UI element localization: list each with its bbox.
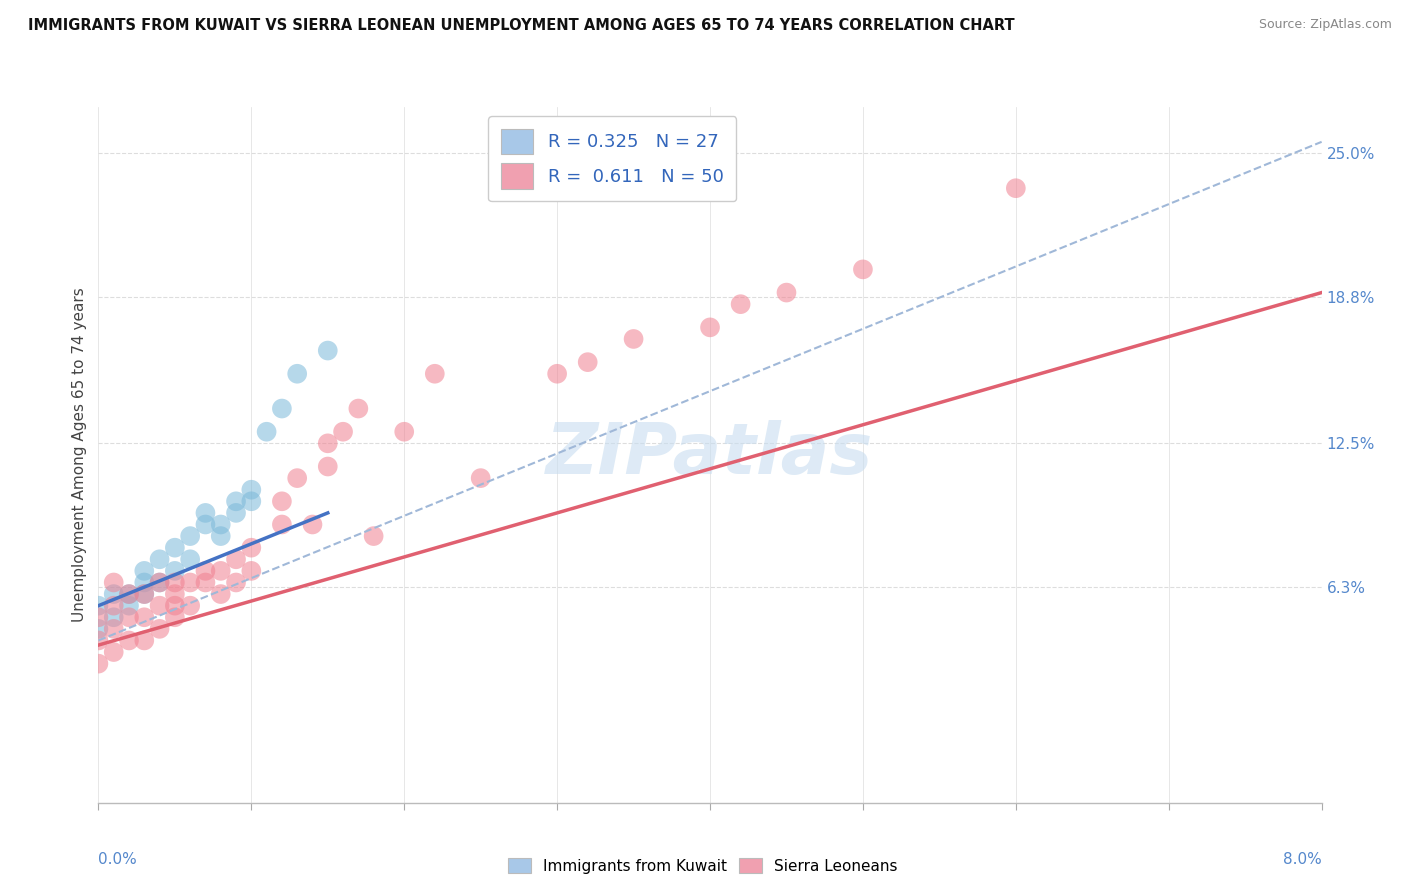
Text: Source: ZipAtlas.com: Source: ZipAtlas.com (1258, 18, 1392, 31)
Point (392, 425, 416, 439)
Point (285, 471, 308, 485)
Point (118, 610, 141, 624)
Point (347, 401, 370, 416)
Text: 8.0%: 8.0% (1282, 852, 1322, 866)
Point (163, 599, 186, 613)
Point (209, 517, 232, 532)
Point (225, 552, 247, 566)
Point (87, 657, 110, 671)
Point (179, 599, 201, 613)
Point (163, 541, 186, 555)
Point (209, 564, 232, 578)
Point (118, 633, 141, 648)
Point (134, 587, 156, 601)
Point (87, 633, 110, 648)
Point (240, 564, 263, 578)
Point (225, 494, 247, 508)
Point (134, 587, 156, 601)
Point (699, 320, 721, 334)
Text: 0.0%: 0.0% (98, 852, 138, 866)
Point (149, 622, 172, 636)
Point (194, 575, 217, 590)
Point (179, 552, 201, 566)
Point (134, 564, 156, 578)
Point (149, 552, 172, 566)
Point (1004, 181, 1026, 195)
Point (576, 355, 599, 369)
Point (730, 297, 752, 311)
Point (149, 575, 172, 590)
Point (163, 575, 186, 590)
Point (209, 587, 232, 601)
Point (209, 529, 232, 543)
Point (546, 367, 568, 381)
Point (118, 587, 141, 601)
Legend: R = 0.325   N = 27, R =  0.611   N = 50: R = 0.325 N = 27, R = 0.611 N = 50 (488, 116, 737, 202)
Point (194, 517, 217, 532)
Point (103, 587, 125, 601)
Point (423, 367, 446, 381)
Point (623, 332, 645, 346)
Point (285, 367, 308, 381)
Point (470, 471, 492, 485)
Point (163, 587, 186, 601)
Point (87, 610, 110, 624)
Point (852, 262, 875, 277)
Point (118, 599, 141, 613)
Point (149, 575, 172, 590)
Point (225, 506, 247, 520)
Point (775, 285, 797, 300)
Point (163, 564, 186, 578)
Point (103, 645, 125, 659)
Point (179, 575, 201, 590)
Point (256, 425, 278, 439)
Point (118, 587, 141, 601)
Point (163, 610, 186, 624)
Point (134, 610, 156, 624)
Point (103, 610, 125, 624)
Point (134, 575, 156, 590)
Point (363, 529, 385, 543)
Point (225, 575, 247, 590)
Legend: Immigrants from Kuwait, Sierra Leoneans: Immigrants from Kuwait, Sierra Leoneans (502, 852, 904, 880)
Point (87, 599, 110, 613)
Point (194, 564, 217, 578)
Y-axis label: Unemployment Among Ages 65 to 74 years: Unemployment Among Ages 65 to 74 years (72, 287, 87, 623)
Point (179, 529, 201, 543)
Point (316, 343, 339, 358)
Point (103, 575, 125, 590)
Point (316, 436, 339, 450)
Text: ZIPatlas: ZIPatlas (547, 420, 873, 490)
Point (270, 517, 294, 532)
Point (332, 425, 354, 439)
Point (270, 401, 294, 416)
Point (316, 459, 339, 474)
Point (134, 633, 156, 648)
Point (240, 494, 263, 508)
Point (103, 599, 125, 613)
Point (301, 517, 323, 532)
Point (240, 541, 263, 555)
Point (240, 483, 263, 497)
Point (103, 622, 125, 636)
Point (270, 494, 294, 508)
Point (87, 622, 110, 636)
Point (149, 599, 172, 613)
Point (194, 506, 217, 520)
Text: IMMIGRANTS FROM KUWAIT VS SIERRA LEONEAN UNEMPLOYMENT AMONG AGES 65 TO 74 YEARS : IMMIGRANTS FROM KUWAIT VS SIERRA LEONEAN… (28, 18, 1015, 33)
